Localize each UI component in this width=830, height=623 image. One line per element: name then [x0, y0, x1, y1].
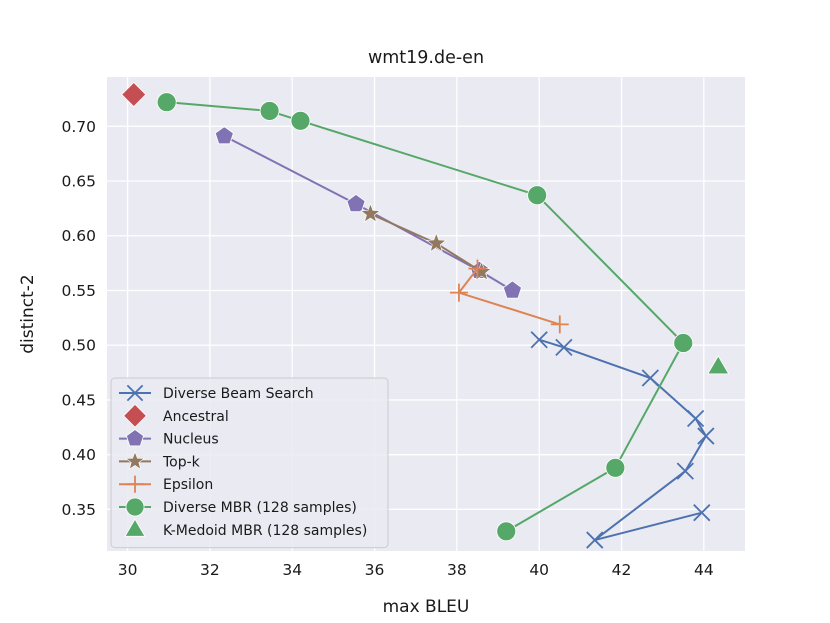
legend-marker — [125, 497, 145, 517]
series-5 — [156, 92, 694, 542]
data-point — [449, 283, 468, 302]
x-tick-label: 40 — [529, 561, 549, 579]
x-tick-label: 42 — [612, 561, 632, 579]
data-point — [259, 101, 280, 121]
x-tick-label: 32 — [200, 561, 220, 579]
series-6 — [707, 355, 730, 375]
data-point — [425, 232, 447, 253]
data-point — [502, 280, 522, 299]
data-point — [555, 338, 573, 357]
data-point — [641, 369, 659, 387]
data-point — [673, 333, 694, 353]
y-axis-label: distinct-2 — [18, 274, 38, 354]
y-tick-label: 0.45 — [61, 391, 96, 409]
y-tick-label: 0.60 — [61, 227, 96, 245]
data-point — [360, 202, 381, 223]
data-point — [496, 521, 517, 542]
y-tick-label: 0.55 — [61, 282, 96, 300]
legend-label: K-Medoid MBR (128 samples) — [163, 523, 367, 539]
legend-entry: K-Medoid MBR (128 samples) — [124, 518, 367, 539]
series-layer — [121, 81, 730, 549]
legend-label: Nucleus — [163, 432, 219, 448]
data-point — [605, 457, 626, 478]
legend-label: Top-k — [162, 454, 201, 470]
data-point — [527, 185, 548, 206]
legend-entry: Nucleus — [119, 429, 219, 448]
legend-marker — [123, 403, 147, 428]
legend-marker — [125, 451, 145, 470]
legend-label: Diverse Beam Search — [163, 386, 314, 402]
legend-label: Epsilon — [163, 477, 213, 493]
data-point — [550, 315, 569, 334]
x-axis-label: max BLEU — [383, 597, 470, 617]
x-tick-label: 38 — [447, 561, 467, 579]
series-0 — [530, 331, 715, 549]
data-point — [346, 193, 366, 213]
data-point — [156, 92, 177, 113]
legend-marker — [124, 518, 146, 537]
chart-title: wmt19.de-en — [368, 48, 484, 68]
legend-entry: Diverse MBR (128 samples) — [119, 497, 357, 517]
data-point — [676, 462, 694, 480]
tick-labels: 30 32 34 36 38 40 42 44 0.35 0.40 0.45 0.50 0.55 0.60… — [61, 118, 713, 579]
legend-entry: Epsilon — [119, 475, 213, 493]
series-4 — [449, 259, 569, 334]
legend-marker — [126, 475, 144, 493]
x-tick-label: 30 — [118, 561, 138, 579]
series-line — [538, 338, 708, 542]
series-3 — [360, 202, 492, 281]
data-point — [586, 531, 604, 549]
legend-label: Diverse MBR (128 samples) — [163, 500, 357, 516]
data-point — [290, 110, 311, 131]
series-line — [223, 135, 513, 292]
legend: Diverse Beam Search Ancestral Nucleus Top-k… — [110, 377, 389, 549]
data-point — [530, 331, 548, 349]
y-tick-label: 0.50 — [61, 337, 96, 355]
x-tick-label: 44 — [694, 561, 714, 579]
data-point — [707, 355, 730, 375]
legend-label: Ancestral — [163, 409, 229, 425]
legend-box — [110, 377, 389, 549]
series-1 — [121, 81, 147, 108]
data-point — [686, 409, 705, 428]
data-point — [214, 126, 234, 145]
legend-entry: Diverse Beam Search — [119, 384, 314, 402]
data-point — [697, 427, 715, 445]
legend-marker — [125, 429, 145, 447]
data-point — [121, 81, 147, 108]
y-tick-label: 0.35 — [61, 501, 96, 519]
x-tick-label: 34 — [282, 561, 302, 579]
legend-entry: Ancestral — [123, 403, 229, 428]
legend-entry: Top-k — [119, 451, 201, 470]
data-point — [468, 259, 487, 278]
x-tick-label: 36 — [365, 561, 385, 579]
y-tick-label: 0.70 — [61, 118, 96, 136]
legend-marker — [126, 384, 144, 402]
y-tick-label: 0.65 — [61, 172, 96, 190]
data-point — [693, 504, 711, 522]
y-tick-label: 0.40 — [61, 446, 96, 464]
